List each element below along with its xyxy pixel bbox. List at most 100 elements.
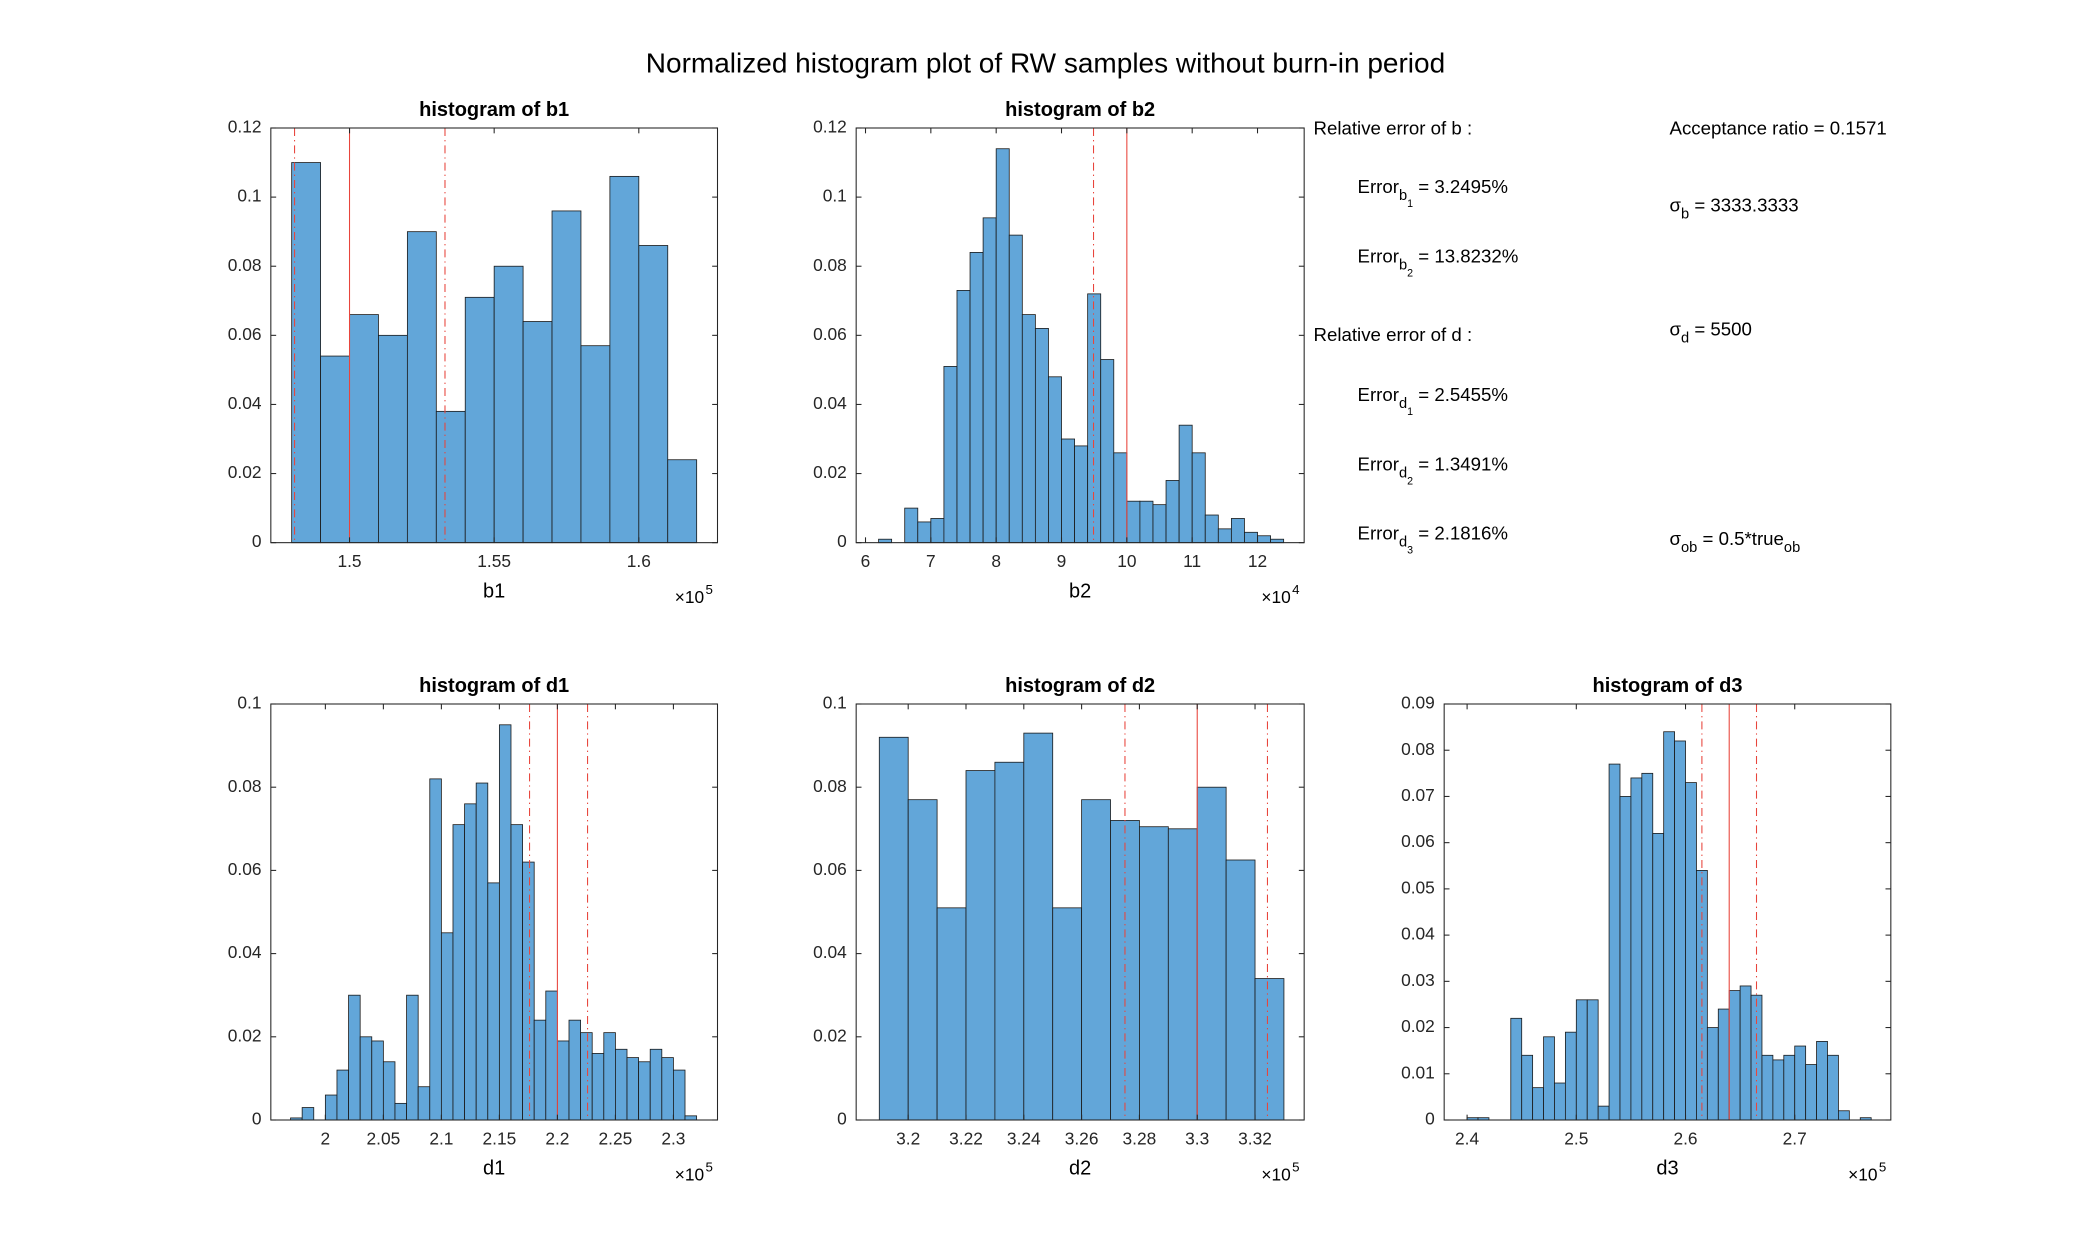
histogram-bar — [1630, 777, 1643, 1121]
histogram-bar — [1152, 504, 1167, 544]
annotation-part: ob — [1784, 540, 1800, 556]
x-tick-label: 11 — [1183, 551, 1201, 571]
histogram-bar — [435, 410, 466, 544]
histogram-bar — [995, 148, 1010, 544]
x-tick-label: 2.2 — [545, 1129, 569, 1149]
annotation-part: 2 — [1407, 267, 1413, 279]
histogram-bar — [1191, 452, 1206, 544]
histogram-bar — [1008, 234, 1023, 544]
histogram-bar — [556, 1040, 570, 1121]
axes-box — [270, 703, 719, 1121]
x-multiplier: ×10 — [675, 587, 704, 607]
histogram-bar — [545, 990, 558, 1121]
histogram-bar — [1217, 528, 1232, 544]
y-tick-label: 0.1 — [237, 693, 261, 713]
x-tick-label: 3.26 — [1065, 1129, 1099, 1149]
axes-title: histogram of d3 — [1592, 675, 1742, 697]
histogram-bar — [464, 296, 495, 544]
annotation-part: b — [1399, 188, 1407, 204]
axes-title: histogram of d2 — [1005, 675, 1155, 697]
histogram-bar — [626, 1057, 640, 1121]
y-tick-label: 0.07 — [1401, 785, 1435, 805]
y-tick-label: 0.04 — [228, 942, 262, 962]
x-tick-label: 3.28 — [1123, 1129, 1157, 1149]
histogram-bar — [1761, 1054, 1774, 1121]
y-tick-label: 0.1 — [823, 186, 847, 206]
histogram-bar — [406, 994, 419, 1121]
histogram-bar — [417, 1086, 431, 1121]
x-multiplier: ×10 — [1848, 1165, 1877, 1185]
x-multiplier-exponent: 5 — [706, 582, 713, 597]
x-tick-label: 1.5 — [337, 551, 361, 571]
histogram-bar — [533, 1019, 547, 1121]
annotation: Acceptance ratio = 0.1571 — [1670, 117, 1887, 138]
y-tick-label: 0.04 — [813, 942, 847, 962]
histogram-bar — [1728, 990, 1741, 1121]
y-tick-label: 0 — [1425, 1109, 1435, 1129]
histogram-bar — [498, 724, 512, 1121]
x-tick-label: 10 — [1117, 551, 1136, 571]
histogram-bar — [1254, 978, 1285, 1121]
histogram-bar — [1794, 1045, 1807, 1121]
annotation-part: = 3.2495% — [1413, 176, 1508, 197]
histogram-bar — [1608, 763, 1621, 1121]
y-tick-label: 0.08 — [228, 255, 262, 275]
histogram-bar — [378, 334, 408, 544]
histogram-bar — [638, 245, 669, 544]
annotation-part: = 3333.3333 — [1689, 195, 1798, 216]
histogram-bar — [349, 314, 379, 544]
histogram-bar — [965, 770, 996, 1121]
histogram-bar — [1772, 1059, 1785, 1121]
histogram-bar — [324, 1094, 338, 1121]
histogram-bar — [1113, 452, 1128, 544]
histogram-bar — [638, 1061, 651, 1121]
histogram-bar — [475, 782, 489, 1121]
histogram-bar — [1225, 859, 1256, 1121]
histogram-bar — [943, 366, 958, 544]
y-tick-label: 0.02 — [1401, 1016, 1435, 1036]
figure-title: Normalized histogram plot of RW samples … — [646, 48, 1445, 79]
histogram-bar — [1575, 999, 1588, 1121]
annotation-part: Error — [1358, 245, 1399, 266]
histogram-bar — [1805, 1064, 1817, 1121]
histogram-bar — [1521, 1054, 1534, 1121]
histogram-bar — [406, 231, 437, 544]
y-tick-label: 0.08 — [813, 255, 847, 275]
histogram-bar — [382, 1061, 396, 1121]
x-tick-label: 3.3 — [1185, 1129, 1209, 1149]
annotation-part: 2 — [1407, 475, 1413, 487]
y-tick-label: 0.08 — [813, 776, 847, 796]
annotation: σd = 5500 — [1670, 319, 1752, 347]
x-tick-label: 3.2 — [896, 1129, 920, 1149]
axes-title: histogram of b1 — [419, 99, 569, 121]
axes-box — [1443, 703, 1892, 1121]
annotation-part: Error — [1358, 453, 1399, 474]
histogram-bar — [1034, 328, 1049, 544]
histogram-bar — [1543, 1036, 1555, 1121]
x-tick-label: 1.55 — [477, 551, 511, 571]
histogram-bar — [1126, 500, 1141, 544]
histogram-bar — [429, 778, 442, 1121]
y-tick-label: 0.1 — [823, 693, 847, 713]
x-axis-label: d1 — [483, 1158, 505, 1180]
annotation: σob = 0.5*trueob — [1670, 528, 1801, 556]
y-tick-label: 0.03 — [1401, 970, 1435, 990]
annotation-part: d — [1681, 331, 1689, 347]
histogram-bar — [1663, 731, 1675, 1121]
histogram-bar — [1532, 1087, 1544, 1121]
histogram-bar — [1178, 424, 1193, 544]
histogram-bar — [1196, 786, 1227, 1121]
y-tick-label: 0 — [252, 531, 262, 551]
histogram-bar — [1706, 1027, 1719, 1121]
y-tick-label: 0.04 — [228, 393, 262, 413]
histogram-bar — [1739, 985, 1752, 1121]
x-tick-label: 2.1 — [429, 1129, 453, 1149]
histogram-bar — [994, 761, 1025, 1121]
histogram-bar — [1139, 500, 1154, 544]
axes-title: histogram of d1 — [419, 675, 569, 697]
histogram-bar — [878, 736, 909, 1121]
y-tick-label: 0.04 — [813, 393, 847, 413]
histogram-bar — [1021, 314, 1036, 544]
histogram-bar — [1167, 828, 1198, 1121]
